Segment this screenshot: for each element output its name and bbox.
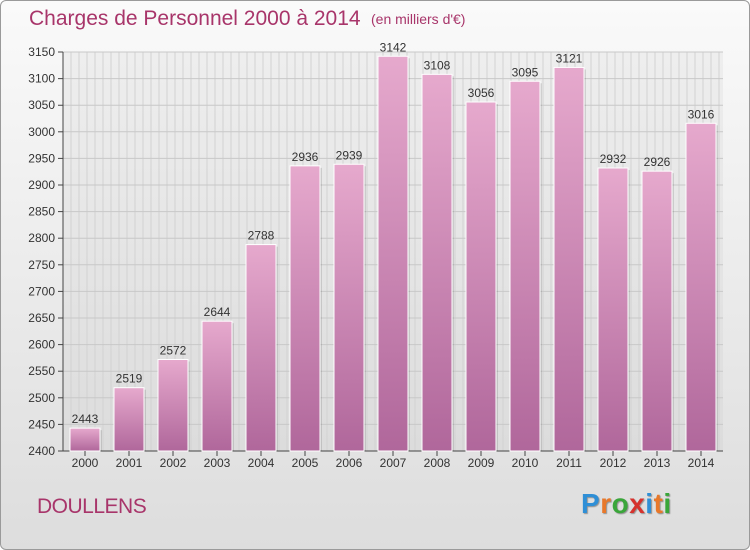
logo-letter: r bbox=[600, 488, 612, 519]
x-tick-label: 2003 bbox=[204, 456, 231, 470]
logo-letter: i bbox=[663, 488, 672, 519]
y-tick-label: 3100 bbox=[28, 72, 55, 86]
town-name: DOULLENS bbox=[37, 495, 147, 518]
data-label: 2932 bbox=[600, 152, 627, 166]
y-tick-label: 2750 bbox=[28, 258, 55, 272]
x-tick-label: 2009 bbox=[468, 456, 495, 470]
bar bbox=[113, 387, 145, 452]
y-tick-label: 2600 bbox=[28, 338, 55, 352]
x-tick-label: 2005 bbox=[292, 456, 319, 470]
bar bbox=[157, 358, 189, 452]
data-label: 3142 bbox=[380, 40, 407, 54]
y-tick-label: 2450 bbox=[28, 417, 55, 431]
x-tick-label: 2011 bbox=[556, 456, 582, 470]
data-label: 2443 bbox=[72, 412, 99, 426]
data-label: 2788 bbox=[248, 229, 275, 243]
y-tick-label: 2650 bbox=[28, 311, 55, 325]
data-label: 3016 bbox=[688, 107, 715, 121]
y-tick-label: 2950 bbox=[28, 151, 55, 165]
x-tick-label: 2013 bbox=[644, 456, 671, 470]
x-tick-label: 2010 bbox=[512, 456, 539, 470]
data-label: 3056 bbox=[468, 86, 495, 100]
bar bbox=[421, 73, 453, 452]
y-tick-label: 3050 bbox=[28, 98, 55, 112]
bar bbox=[333, 163, 365, 452]
x-tick-label: 2006 bbox=[336, 456, 363, 470]
bar bbox=[685, 122, 717, 452]
y-tick-label: 3000 bbox=[28, 125, 55, 139]
y-tick-label: 2550 bbox=[28, 364, 55, 378]
x-tick-label: 2000 bbox=[72, 456, 99, 470]
y-tick-label: 2400 bbox=[28, 444, 55, 458]
data-label: 2926 bbox=[644, 155, 671, 169]
logo-letter: P bbox=[581, 488, 601, 519]
y-tick-label: 2850 bbox=[28, 205, 55, 219]
bar bbox=[289, 165, 321, 452]
bar bbox=[377, 55, 409, 452]
y-tick-label: 2700 bbox=[28, 284, 55, 298]
x-tick-label: 2002 bbox=[160, 456, 187, 470]
y-tick-label: 2900 bbox=[28, 178, 55, 192]
x-tick-label: 2004 bbox=[248, 456, 275, 470]
data-label: 2939 bbox=[336, 148, 363, 162]
bar bbox=[641, 170, 673, 452]
data-label: 2936 bbox=[292, 150, 319, 164]
y-tick-label: 2800 bbox=[28, 231, 55, 245]
bar bbox=[201, 320, 233, 452]
logo-letter: i bbox=[645, 488, 654, 519]
bar bbox=[553, 66, 585, 452]
data-label: 3121 bbox=[556, 51, 583, 65]
bar bbox=[597, 167, 629, 452]
chart-title: Charges de Personnel 2000 à 2014 bbox=[29, 7, 361, 30]
logo-letter: t bbox=[653, 488, 664, 519]
x-tick-label: 2008 bbox=[424, 456, 451, 470]
bar bbox=[509, 80, 541, 452]
y-tick-label: 2500 bbox=[28, 391, 55, 405]
data-label: 3095 bbox=[512, 65, 539, 79]
chart-subtitle: (en milliers d'€) bbox=[371, 11, 466, 27]
x-tick-label: 2007 bbox=[380, 456, 407, 470]
y-tick-label: 3150 bbox=[28, 45, 55, 59]
logo-letter: o bbox=[611, 488, 630, 519]
bar bbox=[245, 244, 277, 452]
data-label: 2644 bbox=[204, 305, 231, 319]
logo-letter: x bbox=[629, 488, 646, 519]
data-label: 3108 bbox=[424, 58, 451, 72]
data-label: 2519 bbox=[116, 372, 143, 386]
x-tick-label: 2001 bbox=[116, 456, 143, 470]
bar bbox=[69, 427, 101, 452]
bar bbox=[465, 101, 497, 452]
x-tick-label: 2014 bbox=[688, 456, 715, 470]
proxiti-logo: Proxiti bbox=[581, 488, 672, 520]
x-tick-label: 2012 bbox=[600, 456, 627, 470]
data-label: 2572 bbox=[160, 343, 187, 357]
